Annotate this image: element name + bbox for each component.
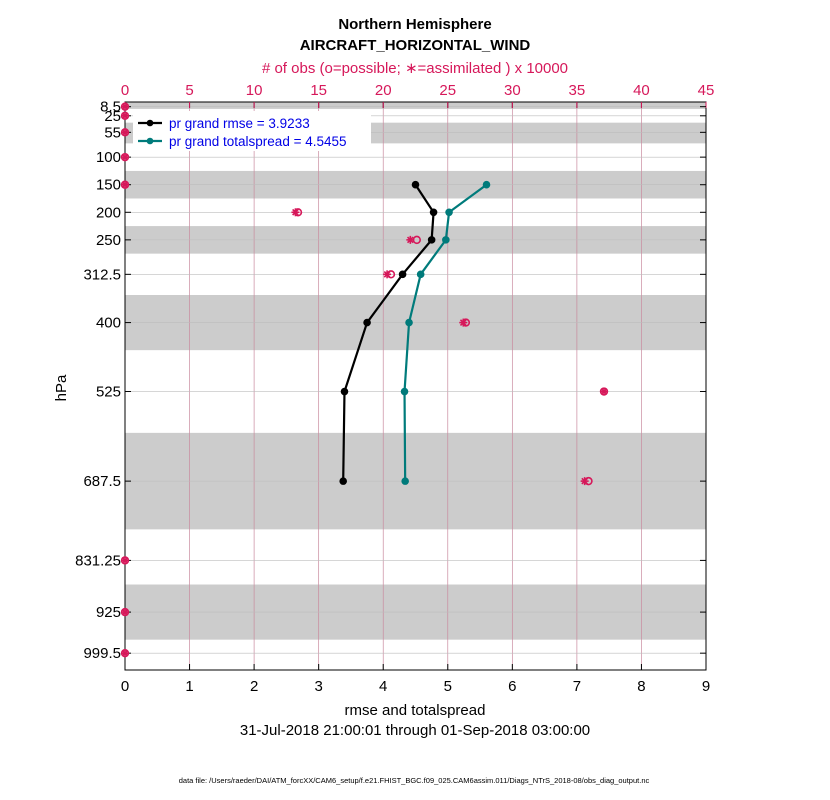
y-tick-label-13: 999.5 xyxy=(83,645,121,662)
series-1-point-3 xyxy=(416,270,425,279)
date-range: 31-Jul-2018 21:00:01 through 01-Sep-2018… xyxy=(240,722,590,739)
y-tick-label-3: 100 xyxy=(96,149,121,166)
top-tick-label-7: 35 xyxy=(569,82,586,99)
obs-assimilated-marker-6 xyxy=(406,235,415,244)
obs-assimilated-marker-1 xyxy=(121,111,129,120)
series-0-point-1 xyxy=(429,208,438,217)
obs-assimilated-marker-5 xyxy=(291,208,300,217)
y-tick-label-12: 925 xyxy=(96,604,121,621)
x-tick-label-9: 9 xyxy=(702,678,710,695)
obs-assimilated-marker-4 xyxy=(121,180,129,189)
series-1-point-1 xyxy=(445,208,453,217)
x-tick-label-4: 4 xyxy=(379,678,387,695)
legend-marker-1 xyxy=(146,137,154,145)
series-lines xyxy=(339,180,491,485)
legend-marker-0 xyxy=(146,119,154,127)
top-tick-label-2: 10 xyxy=(246,82,263,99)
series-1-point-2 xyxy=(442,236,450,244)
series-1-point-6 xyxy=(401,477,409,485)
series-1-point-0 xyxy=(482,180,491,189)
obs-assimilated-marker-3 xyxy=(121,153,129,162)
y-tick-label-6: 250 xyxy=(96,232,121,249)
axis-ticks: 0 1 2 3 4 5 6 7 8 90 5 10 15 20 25 30 35 40 458.5255510015… xyxy=(75,82,714,695)
y-tick-label-5: 200 xyxy=(96,204,121,221)
footer-data-file: data file: /Users/raeder/DAI/ATM_forcXX/… xyxy=(179,776,650,785)
top-axis-label: # of obs (o=possible; ∗=assimilated ) x … xyxy=(262,60,568,77)
top-tick-label-4: 20 xyxy=(375,82,392,99)
top-tick-label-5: 25 xyxy=(439,82,456,99)
obs-assimilated-marker-2 xyxy=(121,128,129,137)
obs-assimilated-marker-13 xyxy=(121,649,129,658)
series-0-point-2 xyxy=(427,236,436,244)
series-0-point-6 xyxy=(339,477,347,485)
top-tick-label-8: 40 xyxy=(633,82,650,99)
plot-frame xyxy=(124,101,707,671)
x-tick-label-2: 2 xyxy=(250,678,258,695)
x-tick-label-1: 1 xyxy=(185,678,193,695)
y-tick-label-2: 55 xyxy=(104,124,121,141)
chart-subtitle: AIRCRAFT_HORIZONTAL_WIND xyxy=(300,37,531,54)
y-tick-label-7: 312.5 xyxy=(83,266,121,283)
series-0-point-5 xyxy=(340,387,349,396)
chart-title: Northern Hemisphere xyxy=(338,16,491,33)
y-tick-label-0: 8.5 xyxy=(100,99,121,116)
top-tick-label-3: 15 xyxy=(310,82,327,99)
series-0-point-4 xyxy=(363,318,371,327)
top-tick-label-1: 5 xyxy=(185,82,193,99)
legend-label-1: pr grand totalspread = 4.5455 xyxy=(169,134,347,149)
x-tick-label-3: 3 xyxy=(314,678,322,695)
grid-lines xyxy=(125,102,706,670)
x-axis-label: rmse and totalspread xyxy=(345,702,486,719)
obs-assimilated-marker-12 xyxy=(121,608,129,617)
legend: pr grand rmse = 3.9233 pr grand totalspre… xyxy=(133,111,371,151)
top-tick-label-0: 0 xyxy=(121,82,129,99)
top-tick-label-9: 45 xyxy=(698,82,715,99)
legend-background xyxy=(133,111,371,151)
obs-assimilated-marker-7 xyxy=(383,270,392,279)
obs-assimilated-marker-11 xyxy=(121,556,129,565)
x-tick-label-6: 6 xyxy=(508,678,516,695)
obs-assimilated-marker-10 xyxy=(580,477,589,486)
x-tick-label-7: 7 xyxy=(573,678,581,695)
legend-label-0: pr grand rmse = 3.9233 xyxy=(169,116,310,131)
y-tick-label-1: 25 xyxy=(104,108,121,125)
series-0-point-3 xyxy=(398,270,407,279)
y-tick-label-9: 525 xyxy=(96,384,121,401)
y-tick-label-11: 831.25 xyxy=(75,552,121,569)
obs-assimilated-marker-0 xyxy=(121,102,129,111)
top-tick-label-6: 30 xyxy=(504,82,521,99)
x-tick-label-0: 0 xyxy=(121,678,129,695)
obs-markers xyxy=(120,102,609,658)
series-1-point-4 xyxy=(405,318,413,327)
y-tick-label-10: 687.5 xyxy=(83,473,121,490)
obs-assimilated-marker-8 xyxy=(459,318,468,327)
y-axis-label: hPa xyxy=(53,374,70,401)
x-tick-label-8: 8 xyxy=(637,678,645,695)
y-tick-label-4: 150 xyxy=(96,177,121,194)
series-1-point-5 xyxy=(400,387,409,396)
x-tick-label-5: 5 xyxy=(444,678,452,695)
obs-assimilated-marker-9 xyxy=(600,387,609,396)
y-tick-label-8: 400 xyxy=(96,315,121,332)
series-0-point-0 xyxy=(411,180,420,189)
shaded-band-0 xyxy=(125,102,706,109)
